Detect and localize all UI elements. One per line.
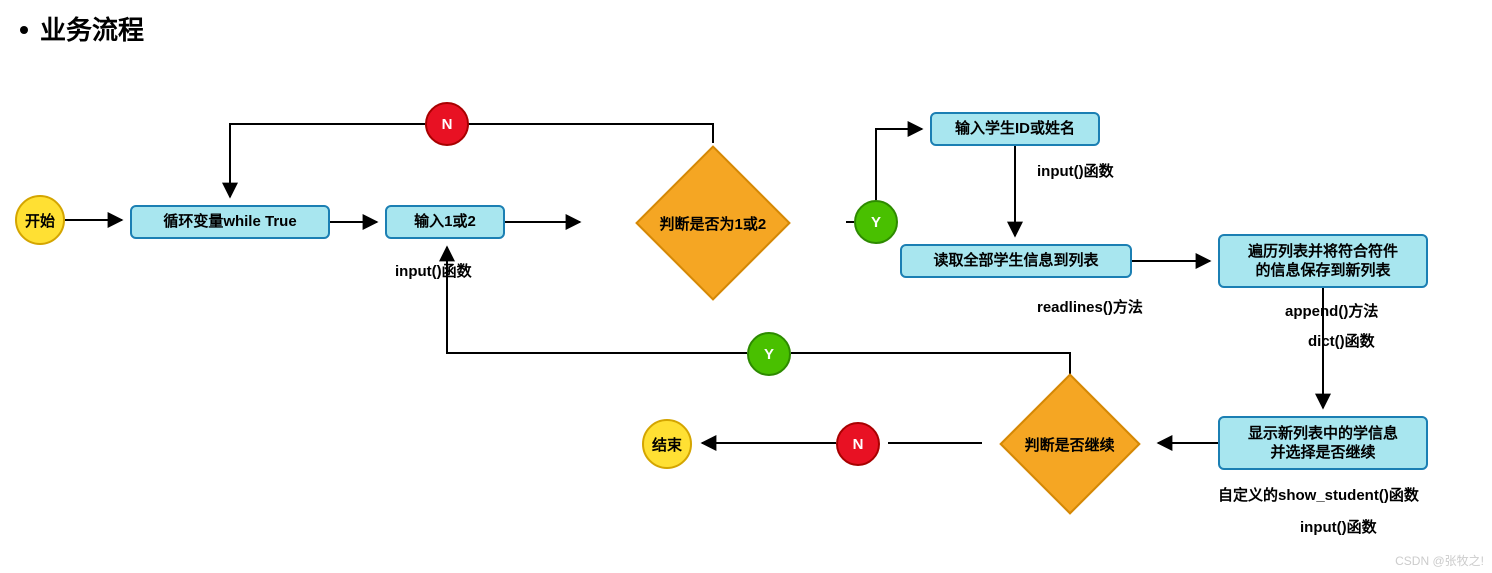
n1-label: N bbox=[442, 116, 453, 133]
filter-process: 遍历列表并将符合符件 的信息保存到新列表 bbox=[1218, 234, 1428, 288]
filter-label: 遍历列表并将符合符件 的信息保存到新列表 bbox=[1248, 242, 1398, 281]
n1-badge: N bbox=[425, 102, 469, 146]
annot-showstudent: 自定义的show_student()函数 bbox=[1218, 484, 1419, 505]
n2-label: N bbox=[853, 436, 864, 453]
bullet-icon bbox=[20, 26, 28, 34]
annot-dict: dict()函数 bbox=[1308, 330, 1375, 351]
y2-label: Y bbox=[764, 346, 774, 363]
annot-input1: input()函数 bbox=[395, 260, 472, 281]
end-label: 结束 bbox=[652, 434, 682, 455]
start-label: 开始 bbox=[25, 210, 55, 231]
page-title: 业务流程 bbox=[20, 10, 144, 47]
y1-badge: Y bbox=[854, 200, 898, 244]
show-label: 显示新列表中的学信息 并选择是否继续 bbox=[1248, 424, 1398, 463]
show-process: 显示新列表中的学信息 并选择是否继续 bbox=[1218, 416, 1428, 470]
y2-badge: Y bbox=[747, 332, 791, 376]
annot-append: append()方法 bbox=[1285, 300, 1378, 321]
title-text: 业务流程 bbox=[40, 15, 144, 45]
inputid-process: 输入学生ID或姓名 bbox=[930, 112, 1100, 146]
y1-label: Y bbox=[871, 214, 881, 231]
annot-input2: input()函数 bbox=[1037, 160, 1114, 181]
annot-readlines: readlines()方法 bbox=[1037, 296, 1143, 317]
start-terminal: 开始 bbox=[15, 195, 65, 245]
readall-process: 读取全部学生信息到列表 bbox=[900, 244, 1132, 278]
annot-input3: input()函数 bbox=[1300, 516, 1377, 537]
judge2-label: 判断是否继续 bbox=[1025, 433, 1115, 454]
input12-process: 输入1或2 bbox=[385, 205, 505, 239]
watermark: CSDN @张牧之! bbox=[1395, 552, 1484, 569]
judge2-decision: 判断是否继续 bbox=[999, 373, 1140, 514]
judge1-decision: 判断是否为1或2 bbox=[635, 145, 791, 301]
judge1-label: 判断是否为1或2 bbox=[660, 213, 767, 234]
n2-badge: N bbox=[836, 422, 880, 466]
end-terminal: 结束 bbox=[642, 419, 692, 469]
inputid-label: 输入学生ID或姓名 bbox=[955, 119, 1075, 139]
loop-label: 循环变量while True bbox=[163, 212, 296, 232]
loop-process: 循环变量while True bbox=[130, 205, 330, 239]
readall-label: 读取全部学生信息到列表 bbox=[933, 251, 1098, 271]
input12-label: 输入1或2 bbox=[414, 212, 476, 232]
